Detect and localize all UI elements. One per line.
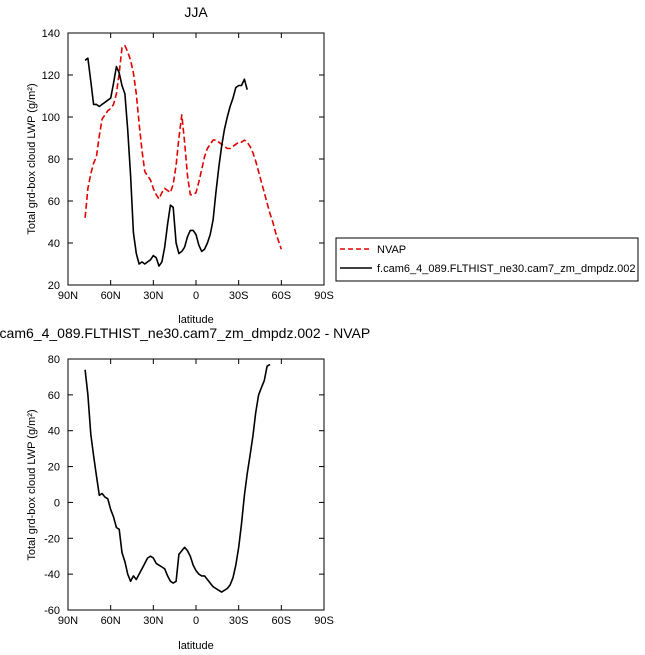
y-tick-label: -40 <box>44 569 60 581</box>
bottom-x-axis-label: latitude <box>178 640 213 652</box>
x-tick-label: 30N <box>143 615 163 627</box>
y-tick-label: 40 <box>48 426 60 438</box>
legend-box <box>335 237 639 282</box>
x-tick-label: 0 <box>193 615 199 627</box>
y-tick-label: -60 <box>44 605 60 617</box>
y-tick-label: 80 <box>48 154 60 166</box>
y-tick-label: 20 <box>48 462 60 474</box>
panel-bottom: f.cam6_4_089.FLTHIST_ne30.cam7_zm_dmpdz.… <box>0 325 370 652</box>
y-tick-label: 0 <box>54 497 60 509</box>
bottom-series-layer <box>84 363 271 593</box>
y-tick-label: 100 <box>42 112 60 124</box>
x-tick-label: 60N <box>101 290 121 302</box>
bottom-axis-ticks: 90N 60N 30N 0 30S 60S 90S -60 -40 -20 0 20 40 60 80 <box>44 354 334 627</box>
series-line-1 <box>84 57 248 267</box>
top-plot-frame <box>67 32 325 286</box>
y-tick-label: -20 <box>44 533 60 545</box>
y-tick-label: 40 <box>48 238 60 250</box>
series-line-0 <box>84 44 283 250</box>
x-tick-label: 30S <box>229 290 249 302</box>
top-series-layer <box>84 44 283 267</box>
top-y-axis-label: Total grd-box cloud LWP (g/m²) <box>26 83 38 234</box>
y-tick-label: 20 <box>48 280 60 292</box>
legend-nvap-label: NVAP <box>377 244 406 256</box>
series-line-0 <box>84 363 271 593</box>
bottom-chart-title: f.cam6_4_089.FLTHIST_ne30.cam7_zm_dmpdz.… <box>0 325 370 341</box>
top-chart-title: JJA <box>184 4 208 20</box>
top-x-axis-label: latitude <box>178 314 213 326</box>
panel-top: JJA 90N 60N 30N 0 30S 60S 90S 20 40 60 80 100 120 140… <box>26 4 639 326</box>
x-tick-label: 30S <box>229 615 249 627</box>
y-tick-label: 80 <box>48 354 60 366</box>
x-tick-label: 90N <box>58 615 78 627</box>
top-legend: NVAP f.cam6_4_089.FLTHIST_ne30.cam7_zm_d… <box>335 237 639 282</box>
bottom-y-axis-label: Total grd-box cloud LWP (g/m²) <box>26 409 38 560</box>
x-tick-label: 60S <box>272 615 292 627</box>
x-tick-label: 90N <box>58 290 78 302</box>
y-tick-label: 140 <box>42 28 60 40</box>
x-tick-label: 90S <box>314 290 334 302</box>
bottom-plot-frame <box>67 358 325 611</box>
x-tick-label: 90S <box>314 615 334 627</box>
y-tick-label: 120 <box>42 70 60 82</box>
top-axis-ticks: 90N 60N 30N 0 30S 60S 90S 20 40 60 80 100 120 140 <box>42 28 334 302</box>
x-tick-label: 0 <box>193 290 199 302</box>
legend-model-label: f.cam6_4_089.FLTHIST_ne30.cam7_zm_dmpdz.… <box>377 263 635 275</box>
x-tick-label: 30N <box>143 290 163 302</box>
x-tick-label: 60N <box>101 615 121 627</box>
y-tick-label: 60 <box>48 390 60 402</box>
x-tick-label: 60S <box>272 290 292 302</box>
y-tick-label: 60 <box>48 196 60 208</box>
